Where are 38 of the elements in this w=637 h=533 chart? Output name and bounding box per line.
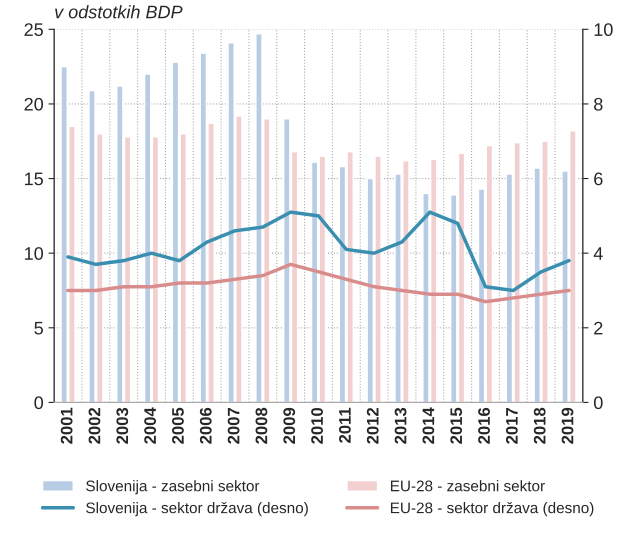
x-tick-label: 2008 (256, 408, 268, 444)
x-tick-label: 2002 (88, 408, 100, 444)
x-tick-label: 2003 (116, 408, 128, 444)
y-tick-label: 25 (24, 23, 43, 36)
x-tick-label: 2011 (339, 408, 351, 443)
y-tick-label: 10 (25, 247, 44, 260)
line-series (66, 262, 571, 304)
y2-tick-label: 0 (594, 396, 603, 410)
x-tick-label: 2010 (311, 408, 323, 444)
x-tick-label: 2004 (144, 407, 156, 444)
legend-label: Slovenija - sektor država (desno) (86, 502, 308, 516)
x-tick-label: 2005 (172, 408, 184, 444)
x-tick-label: 2012 (366, 408, 379, 444)
x-tick-label: 2018 (534, 408, 546, 444)
x-tick-label: 2007 (228, 408, 240, 444)
line-series (66, 210, 571, 292)
legend-label: EU-28 - zasebni sektor (390, 480, 545, 492)
x-tick-label: 2014 (422, 407, 434, 444)
y-tick-label: 0 (34, 396, 44, 410)
x-tick-label: 2001 (60, 408, 73, 444)
x-tick-label: 2009 (283, 408, 296, 444)
x-tick-label: 2015 (450, 408, 462, 444)
legend-label: Slovenija - zasebni sektor (86, 480, 260, 494)
x-tick-label: 2006 (200, 408, 212, 444)
y-tick-label: 20 (24, 98, 44, 111)
y2-tick-label: 6 (594, 172, 603, 186)
y2-tick-label: 10 (594, 23, 613, 36)
chart-title: v odstotkih BDP (55, 5, 182, 18)
legend-label: EU-28 - sektor država (desno) (390, 502, 594, 516)
x-tick-label: 2013 (394, 408, 406, 444)
x-tick-label: 2019 (562, 408, 574, 444)
y2-tick-label: 4 (594, 247, 603, 260)
y2-tick-label: 8 (594, 98, 603, 111)
x-tick-label: 2016 (478, 408, 490, 444)
x-tick-label: 2017 (506, 408, 518, 444)
y2-tick-label: 2 (594, 322, 602, 334)
y-tick-label: 5 (34, 322, 43, 335)
y-tick-label: 15 (25, 172, 43, 186)
